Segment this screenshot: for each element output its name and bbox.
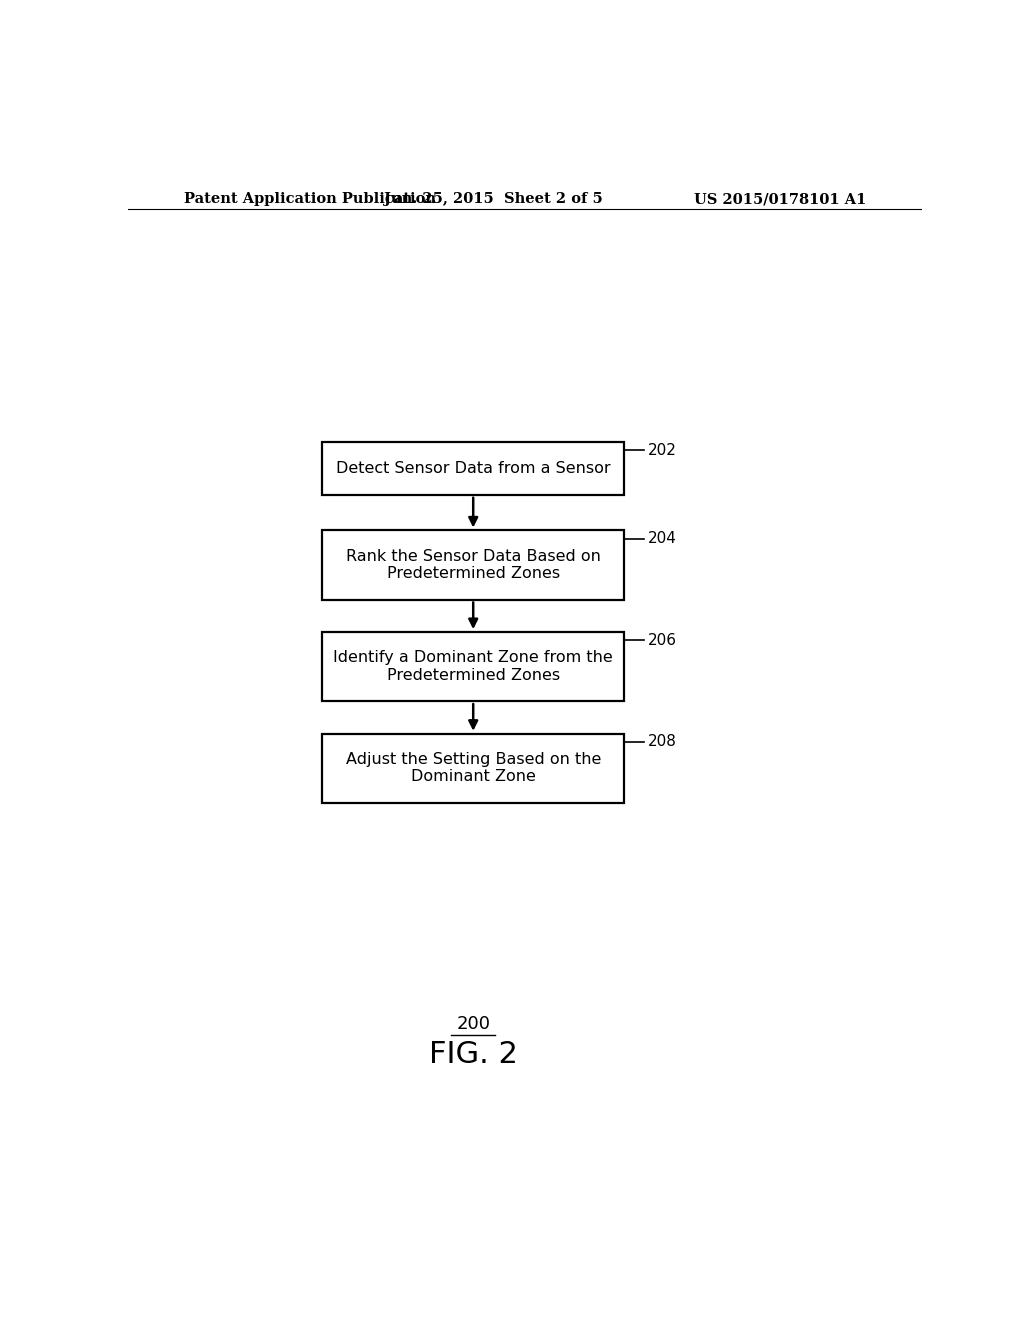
FancyBboxPatch shape xyxy=(323,632,624,701)
Text: 204: 204 xyxy=(648,531,677,546)
Text: Adjust the Setting Based on the
Dominant Zone: Adjust the Setting Based on the Dominant… xyxy=(345,752,601,784)
Text: Rank the Sensor Data Based on
Predetermined Zones: Rank the Sensor Data Based on Predetermi… xyxy=(346,549,601,581)
Text: Patent Application Publication: Patent Application Publication xyxy=(183,191,435,206)
Text: FIG. 2: FIG. 2 xyxy=(429,1040,518,1069)
Text: 202: 202 xyxy=(648,442,677,458)
FancyBboxPatch shape xyxy=(323,442,624,495)
FancyBboxPatch shape xyxy=(323,531,624,599)
Text: 208: 208 xyxy=(648,734,677,750)
Text: 206: 206 xyxy=(648,632,677,648)
Text: 200: 200 xyxy=(457,1015,490,1034)
FancyBboxPatch shape xyxy=(323,734,624,803)
Text: Jun. 25, 2015  Sheet 2 of 5: Jun. 25, 2015 Sheet 2 of 5 xyxy=(384,191,602,206)
Text: Detect Sensor Data from a Sensor: Detect Sensor Data from a Sensor xyxy=(336,461,610,477)
Text: US 2015/0178101 A1: US 2015/0178101 A1 xyxy=(693,191,866,206)
Text: Identify a Dominant Zone from the
Predetermined Zones: Identify a Dominant Zone from the Predet… xyxy=(334,651,613,682)
